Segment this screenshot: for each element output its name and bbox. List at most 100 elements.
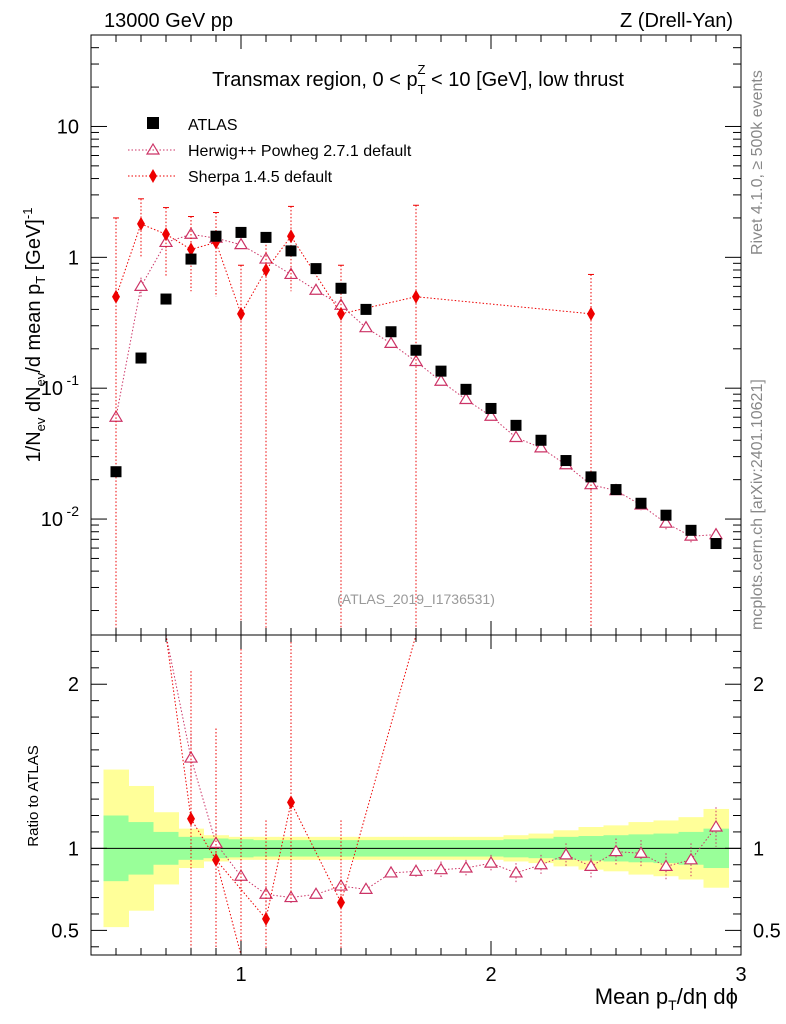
herwig-point [508,430,524,443]
header-right: Z (Drell-Yan) [620,10,733,32]
atlas-point [185,253,197,265]
herwig-ratio-point [558,847,574,860]
herwig-ratio-point [308,887,324,899]
herwig-point [458,392,474,405]
y-tick-label: 1 [68,247,79,269]
herwig-point [533,440,549,453]
atlas-point [285,245,297,257]
herwig-ratio-point [333,878,349,891]
ratio-panel: 1 2 3 0.5 0.5 1 1 2 2 [51,634,781,986]
sherpa-point [287,229,295,244]
atlas-point [335,282,347,294]
x-axis-label: Mean pT/dη dϕ [595,984,738,1013]
y-tick-label: 10 [57,116,79,138]
ratio-y-tick-label-right: 0.5 [753,920,781,942]
herwig-point [108,410,124,422]
herwig-ratio-point [633,846,649,858]
herwig-ratio-point [683,852,699,865]
herwig-ratio-point [383,865,399,878]
sherpa-point [262,263,270,278]
atlas-point [635,497,647,509]
herwig-ratio-point [608,844,624,857]
herwig-ratio-point [358,882,374,894]
legend-herwig-marker [145,142,161,155]
atlas-point [360,303,372,315]
atlas-point [160,293,172,305]
sherpa-point [187,242,195,257]
sherpa-ratio-offscale [215,859,242,956]
herwig-ratio-line [190,757,717,899]
herwig-point [483,409,499,421]
mcplots-label: mcplots.cern.ch [arXiv:2401.10621] [749,379,766,630]
ratio-y-tick-label: 2 [68,674,79,696]
herwig-point [383,336,399,348]
herwig-ratio-point [433,862,449,875]
sherpa-ratio-line [190,800,342,920]
atlas-point [585,471,597,483]
atlas-point [535,434,547,446]
atlas-point [310,263,322,275]
sherpa-ratio-point [262,911,270,926]
atlas-point [410,344,422,356]
atlas-point [110,466,122,478]
atlas-point [485,402,497,414]
herwig-ratio-point [258,887,274,899]
atlas-point [610,484,622,496]
title-sup-z: Z [418,62,426,77]
sherpa-point [162,227,170,242]
herwig-point [258,251,274,264]
plot-title: Transmax region, 0 < pTZ < 10 [GeV], low… [212,62,624,97]
x-tick-label: 3 [735,964,746,986]
herwig-ratio-point [283,890,299,903]
sherpa-ratio-point [287,795,295,810]
herwig-ratio-point [533,857,549,870]
atlas-point [685,524,697,536]
ratio-frame [90,634,742,956]
atlas-point [260,231,272,243]
herwig-point [233,237,249,250]
x-tick-label: 1 [235,964,246,986]
atlas-point [510,419,522,431]
herwig-ratio-point [483,855,499,868]
legend-atlas-label: ATLAS [188,117,238,134]
herwig-ratio-point [233,869,249,881]
x-tick-label: 2 [485,964,496,986]
sherpa-ratio-offscale [340,634,417,903]
sherpa-ratio-point [187,811,195,826]
herwig-point [183,227,199,239]
atlas-point [460,383,472,395]
sherpa-point [337,306,345,321]
herwig-ratio-offscale [165,634,192,759]
legend-sherpa-marker [149,169,157,183]
herwig-point [708,527,724,540]
atlas-point [385,326,397,338]
herwig-ratio-point [208,836,224,849]
herwig-point [658,516,674,528]
title-sub-t: T [418,82,426,97]
sherpa-ratio-point [212,852,220,867]
y-tick-exponent: -2 [67,503,80,519]
legend-sherpa-label: Sherpa 1.4.5 default [188,169,333,186]
atlas-point [235,226,247,238]
y-tick-exponent: -1 [67,372,80,388]
y-axis-label: 1/Nev dNev/d mean pT [GeV]-1 [20,208,48,463]
herwig-ratio-point [708,819,724,832]
herwig-ratio-point [508,865,524,878]
atlas-point [135,352,147,364]
herwig-ratio-point [583,859,599,871]
legend-herwig-label: Herwig++ Powheg 2.7.1 default [188,143,412,160]
herwig-ratio-point [408,864,424,876]
ratio-y-tick-label: 1 [68,838,79,860]
herwig-point [133,279,149,291]
sherpa-ratio-offscale [165,634,192,819]
sherpa-point [587,306,595,321]
rivet-label: Rivet 4.1.0, ≥ 500k events [749,70,766,255]
atlas-point [210,230,222,242]
y-tick-label: 10 [41,378,63,400]
ratio-y-tick-label: 0.5 [51,920,79,942]
watermark: (ATLAS_2019_I1736531) [337,591,495,607]
sherpa-point [237,306,245,321]
herwig-point [308,283,324,295]
sherpa-point [412,289,420,304]
